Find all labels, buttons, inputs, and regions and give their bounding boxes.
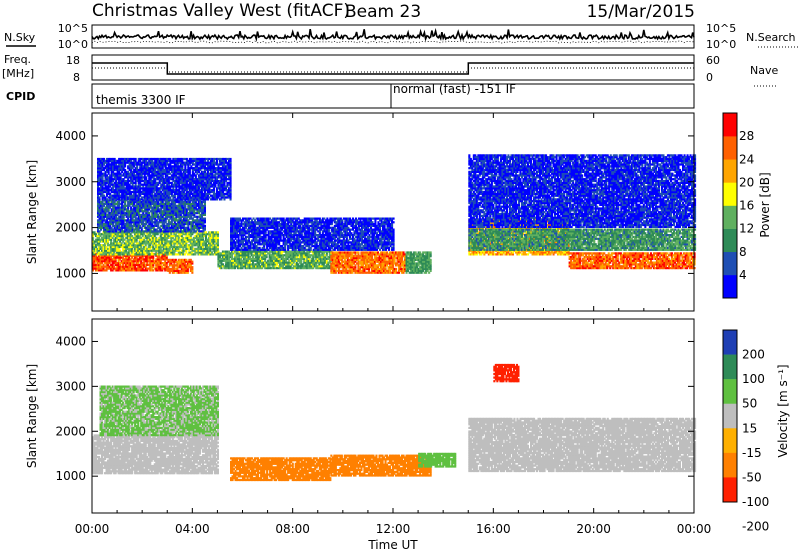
cpid-mode-2: normal (fast) -151 IF bbox=[393, 82, 516, 96]
cpid-panel: CPID themis 3300 IF normal (fast) -151 I… bbox=[6, 82, 694, 108]
date-label: 15/Mar/2015 bbox=[587, 2, 695, 22]
nsky-line bbox=[92, 29, 694, 39]
nsky-tick-hi: 10^5 bbox=[58, 22, 88, 35]
nsearch-line bbox=[92, 41, 694, 43]
nsky-tick-lo: 10^0 bbox=[58, 38, 88, 51]
data-cell bbox=[191, 270, 193, 272]
data-cell bbox=[152, 257, 154, 259]
data-cell bbox=[191, 266, 193, 268]
data-cell bbox=[217, 231, 219, 233]
figure-title: Christmas Valley West (fitACF) bbox=[92, 1, 350, 21]
data-cell bbox=[166, 257, 168, 259]
data-cell bbox=[160, 253, 162, 255]
cpid-label: CPID bbox=[6, 90, 35, 103]
data-cell bbox=[194, 253, 196, 255]
power-heatmap bbox=[92, 154, 696, 274]
data-cell bbox=[202, 237, 204, 239]
data-cell bbox=[217, 248, 219, 250]
nave-tick-hi: 60 bbox=[706, 54, 720, 67]
data-cell bbox=[131, 235, 133, 237]
cpid-mode-1: themis 3300 IF bbox=[96, 93, 186, 107]
freq-tick-lo: 8 bbox=[73, 71, 80, 84]
data-cell bbox=[145, 253, 147, 255]
freq-frame bbox=[92, 55, 694, 80]
data-cell bbox=[217, 237, 219, 239]
nsky-panel: N.Sky 10^5 10^0 10^5 10^0 N.Search bbox=[4, 22, 798, 51]
nsearch-label: N.Search bbox=[746, 31, 796, 44]
data-cell bbox=[128, 253, 130, 255]
nave-label: Nave bbox=[750, 64, 778, 77]
nsearch-tick-hi: 10^5 bbox=[706, 22, 736, 35]
data-cell bbox=[94, 253, 96, 255]
data-cell bbox=[184, 253, 186, 255]
freq-tick-hi: 18 bbox=[66, 54, 80, 67]
freq-label: Freq. bbox=[4, 53, 31, 66]
freq-line bbox=[92, 63, 694, 74]
nave-line bbox=[92, 68, 694, 72]
nave-tick-lo: 0 bbox=[706, 71, 713, 84]
beam-label: Beam 23 bbox=[345, 2, 421, 22]
radar-summary-figure: Christmas Valley West (fitACF) Beam 23 1… bbox=[0, 0, 800, 554]
nsearch-tick-lo: 10^0 bbox=[706, 38, 736, 51]
data-cell bbox=[163, 253, 165, 255]
freq-unit: [MHz] bbox=[2, 67, 34, 80]
data-cell bbox=[191, 261, 193, 263]
nsky-label: N.Sky bbox=[4, 31, 36, 44]
data-cell bbox=[187, 270, 189, 272]
freq-nave-panel: Freq. [MHz] 18 8 60 0 Nave bbox=[2, 53, 778, 86]
data-cell bbox=[217, 242, 219, 244]
